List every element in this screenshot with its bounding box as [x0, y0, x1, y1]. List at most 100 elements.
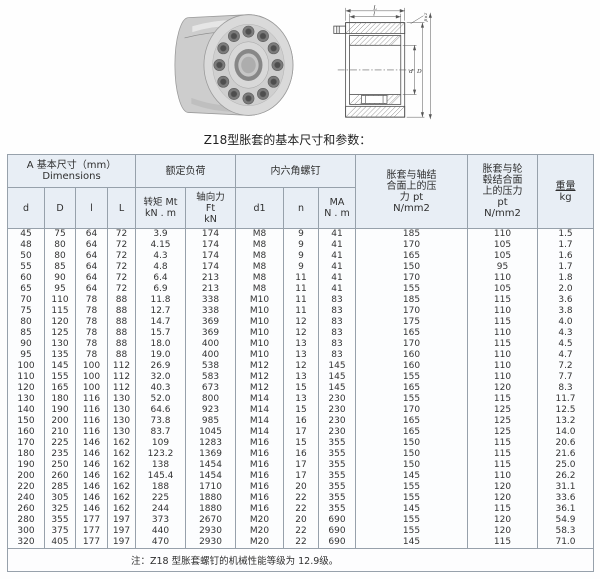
header-col-torque: 转矩 Mt kN . m	[135, 187, 187, 229]
table-cell: 13	[283, 394, 320, 405]
bolt	[228, 88, 240, 100]
table-cell: 17	[283, 427, 320, 438]
table-cell: 120	[467, 482, 539, 493]
table-cell: 115	[467, 438, 539, 449]
table-cell: 155	[355, 284, 469, 295]
table-cell: 65	[7, 284, 45, 295]
table-cell: 71.0	[537, 537, 595, 549]
page-title: Z18型胀套的基本尺寸和参数：	[203, 133, 372, 147]
table-cell: M20	[235, 526, 285, 537]
table-cell: 110	[467, 372, 539, 383]
table-cell: 177	[75, 537, 108, 549]
table-cell: 162	[106, 438, 137, 449]
bolt	[257, 30, 269, 42]
table-cell: 105	[467, 284, 539, 295]
table-cell: 375	[44, 526, 76, 537]
table-cell: 538	[185, 361, 237, 372]
table-cell: 9	[283, 228, 320, 240]
header-col-shaft-pressure: 胀套与轴结 合面上的压 力 pt N/mm2	[355, 154, 469, 229]
table-cell: 13	[283, 372, 320, 383]
table-cell: 64	[75, 228, 108, 240]
table-row: 95 135 78 88 19.0 400 M10 13 83 160 110 4.7	[7, 350, 595, 361]
table-cell: 64.6	[135, 405, 187, 416]
header-col-n: n	[283, 187, 320, 229]
table-cell: 73.8	[135, 416, 187, 427]
table-row: 120 165 100 112 40.3 673 M12 15 145 165 120 8.3	[7, 383, 595, 394]
table-cell: 12	[283, 317, 320, 328]
table-cell: M20	[235, 515, 285, 526]
note-row: 注：Z18 型胀套螺钉的机械性能等级为 12.9级。	[6, 548, 595, 572]
table-row: 60 90 64 72 6.4 213 M8 11 41 170 110 1.8	[7, 273, 595, 284]
table-cell: 165	[355, 328, 469, 339]
table-cell: 41	[318, 240, 357, 251]
table-cell: 20	[283, 482, 320, 493]
table-cell: 285	[44, 482, 76, 493]
front-face	[203, 14, 294, 116]
table-cell: 145	[318, 383, 357, 394]
table-cell: 88	[106, 306, 137, 317]
table-cell: 583	[185, 372, 237, 383]
dim-label-D: D	[416, 69, 422, 75]
table-cell: 235	[44, 449, 76, 460]
table-cell: 33.6	[537, 493, 595, 504]
table-cell: M8	[235, 228, 285, 240]
table-cell: 4.5	[537, 339, 595, 350]
table-cell: 230	[318, 416, 357, 427]
table-cell: 45	[7, 228, 45, 240]
table-cell: 11	[283, 306, 320, 317]
table-cell: 88	[106, 328, 137, 339]
dim-label-L: L	[372, 5, 377, 11]
table-cell: 85	[7, 328, 45, 339]
table-cell: 170	[355, 240, 469, 251]
table-cell: 78	[75, 295, 108, 306]
table-cell: 160	[355, 350, 469, 361]
table-cell: 4.0	[537, 317, 595, 328]
table-cell: 146	[75, 504, 108, 515]
table-cell: 4.15	[135, 240, 187, 251]
header-col-hub-pressure: 胀套与轮 毂结合面 上的压力 pt N/mm2	[467, 154, 539, 229]
table-cell: 135	[44, 350, 76, 361]
table-cell: M8	[235, 262, 285, 273]
table-cell: 72	[106, 251, 137, 262]
table-cell: 22	[283, 504, 320, 515]
table-cell: 125	[467, 405, 539, 416]
table-cell: 145	[355, 471, 469, 482]
table-cell: 355	[318, 471, 357, 482]
table-cell: 80	[7, 317, 45, 328]
table-cell: 244	[135, 504, 187, 515]
table-note: 注：Z18 型胀套螺钉的机械性能等级为 12.9级。	[6, 548, 595, 572]
table-cell: 230	[318, 405, 357, 416]
table-cell: 145	[44, 361, 76, 372]
table-cell: 123.2	[135, 449, 187, 460]
table-cell: 7.7	[537, 372, 595, 383]
table-cell: 115	[467, 317, 539, 328]
table-cell: 41	[318, 262, 357, 273]
table-cell: 41	[318, 284, 357, 295]
dim-label-l: l	[373, 12, 375, 18]
table-cell: 110	[467, 273, 539, 284]
bolt	[271, 59, 284, 71]
table-cell: 170	[355, 405, 469, 416]
table-cell: 355	[318, 460, 357, 471]
table-cell: 405	[44, 537, 76, 549]
table-cell: 41	[318, 228, 357, 240]
table-cell: 11	[283, 295, 320, 306]
table-cell: 110	[7, 372, 45, 383]
table-cell: 180	[44, 394, 76, 405]
product-photo	[174, 14, 294, 116]
table-cell: 110	[44, 295, 76, 306]
table-row: 50 80 64 72 4.3 174 M8 9 41 165 105 1.6	[7, 251, 595, 262]
table-cell: 355	[44, 515, 76, 526]
table-cell: 8.3	[537, 383, 595, 394]
table-cell: 78	[75, 339, 108, 350]
table-cell: 200	[44, 416, 76, 427]
table-cell: 355	[318, 504, 357, 515]
table-cell: 18.0	[135, 339, 187, 350]
bolt	[213, 59, 226, 71]
table-cell: 100	[7, 361, 45, 372]
table-cell: 31.1	[537, 482, 595, 493]
table-cell: 190	[44, 405, 76, 416]
table-cell: 11.8	[135, 295, 187, 306]
table-cell: 174	[185, 228, 237, 240]
protruding-screw	[333, 25, 347, 34]
